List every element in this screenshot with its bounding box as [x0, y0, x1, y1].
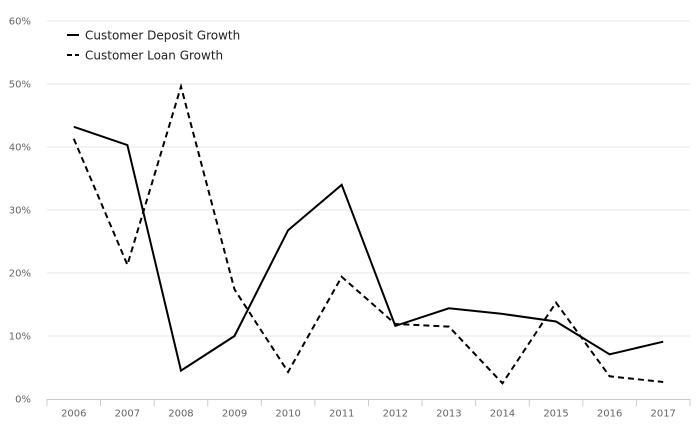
x-tick-label: 2007: [115, 409, 140, 420]
y-tick-label: 10%: [9, 332, 31, 343]
x-tick-label: 2012: [383, 409, 408, 420]
y-tick-label: 40%: [9, 143, 31, 154]
x-tick-label: 2016: [597, 409, 622, 420]
legend[interactable]: Customer Deposit Growth Customer Loan Gr…: [67, 29, 240, 63]
x-tick-label: 2011: [329, 409, 354, 420]
legend-label-deposit: Customer Deposit Growth: [85, 29, 240, 43]
x-tick-label: 2014: [490, 409, 515, 420]
x-tick-label: 2010: [275, 409, 300, 420]
deposit-growth-line[interactable]: [73, 125, 664, 373]
x-tick-label: 2009: [222, 409, 247, 420]
loan-growth-line[interactable]: [72, 82, 664, 385]
y-tick-label: 50%: [9, 80, 31, 91]
x-tick-label: 2013: [436, 409, 461, 420]
y-tick-label: 20%: [9, 269, 31, 280]
x-axis-tick-labels: 2006 2007 2008 2009 2010 2011 2012 2013 2014 2015…: [61, 409, 676, 420]
legend-label-loan: Customer Loan Growth: [85, 49, 223, 63]
series-lines: [72, 82, 664, 385]
y-axis-tick-labels: 0% 10% 20% 30% 40% 50% 60%: [9, 17, 31, 406]
x-tick-label: 2006: [61, 409, 86, 420]
x-tick-label: 2017: [650, 409, 675, 420]
y-tick-label: 60%: [9, 17, 31, 28]
legend-item-deposit[interactable]: Customer Deposit Growth: [67, 29, 240, 43]
x-axis-ticks: [46, 399, 691, 406]
x-tick-label: 2015: [543, 409, 568, 420]
legend-item-loan[interactable]: Customer Loan Growth: [67, 49, 223, 63]
y-tick-label: 0%: [15, 395, 31, 406]
y-tick-label: 30%: [9, 206, 31, 217]
y-gridlines: [47, 20, 690, 337]
x-tick-label: 2008: [168, 409, 193, 420]
